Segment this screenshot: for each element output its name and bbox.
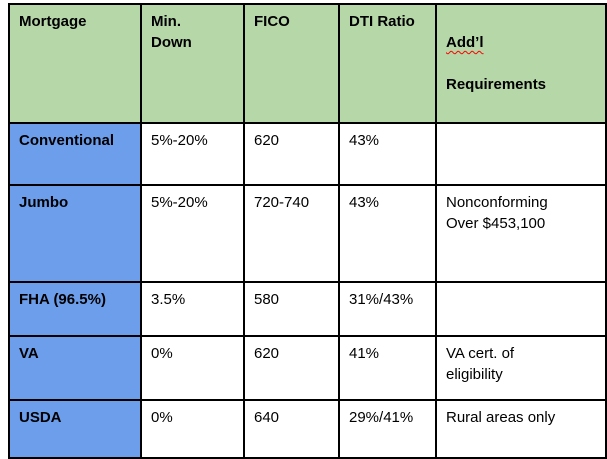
table-row-va: VA 0% 620 41% VA cert. of eligibility (8, 335, 607, 401)
row-label-va: VA (8, 335, 142, 401)
cell-va-addl: VA cert. of eligibility (435, 335, 607, 401)
header-dti-ratio: DTI Ratio (338, 3, 437, 124)
row-label-fha: FHA (96.5%) (8, 281, 142, 337)
mortgage-comparison-table-wrap: Mortgage Min. Down FICO DTI Ratio Add’l … (8, 3, 607, 459)
table-header-row: Mortgage Min. Down FICO DTI Ratio Add’l … (8, 3, 607, 124)
cell-va-dti: 41% (338, 335, 437, 401)
header-addl-rest: Requirements (446, 76, 547, 93)
header-min-down: Min. Down (140, 3, 245, 124)
cell-fha-addl (435, 281, 607, 337)
cell-fha-min-down: 3.5% (140, 281, 245, 337)
table-row-jumbo: Jumbo 5%-20% 720-740 43% Nonconforming O… (8, 184, 607, 283)
cell-va-min-down: 0% (140, 335, 245, 401)
table-row-conventional: Conventional 5%-20% 620 43% (8, 122, 607, 186)
cell-jumbo-fico: 720-740 (243, 184, 340, 283)
cell-va-fico: 620 (243, 335, 340, 401)
cell-fha-fico: 580 (243, 281, 340, 337)
table-row-fha: FHA (96.5%) 3.5% 580 31%/43% (8, 281, 607, 337)
cell-jumbo-dti: 43% (338, 184, 437, 283)
cell-conventional-fico: 620 (243, 122, 340, 186)
cell-jumbo-addl: Nonconforming Over $453,100 (435, 184, 607, 283)
cell-fha-dti: 31%/43% (338, 281, 437, 337)
row-label-jumbo: Jumbo (8, 184, 142, 283)
cell-conventional-addl (435, 122, 607, 186)
header-addl-requirements: Add’l Requirements (435, 3, 607, 124)
cell-conventional-dti: 43% (338, 122, 437, 186)
cell-conventional-min-down: 5%-20% (140, 122, 245, 186)
header-addl-word-spellchecked: Add’l (446, 34, 484, 51)
header-fico: FICO (243, 3, 340, 124)
row-label-conventional: Conventional (8, 122, 142, 186)
cell-jumbo-min-down: 5%-20% (140, 184, 245, 283)
header-mortgage: Mortgage (8, 3, 142, 124)
mortgage-comparison-table: Mortgage Min. Down FICO DTI Ratio Add’l … (8, 3, 607, 459)
